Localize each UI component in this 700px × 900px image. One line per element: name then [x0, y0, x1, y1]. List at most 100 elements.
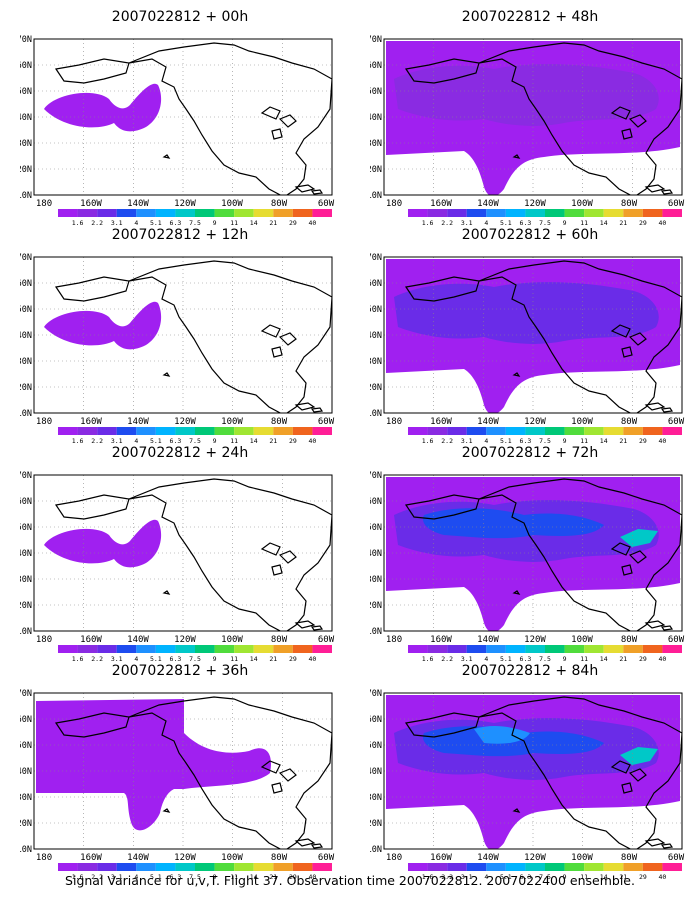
lon-label: 60W — [318, 853, 335, 863]
lat-label: 40N — [20, 549, 32, 559]
colorbar-swatch — [116, 427, 137, 435]
colorbar-label: 29 — [289, 219, 297, 225]
colorbar-label: 40 — [309, 219, 317, 225]
map-plot: 70N 60N 50N 40N 30N 20N 10N 180 160W 140W 120W 100W… — [370, 253, 685, 443]
colorbar-swatch — [486, 427, 506, 435]
colorbar-label: 5.1 — [500, 437, 512, 443]
colorbar-label: 7.5 — [539, 873, 551, 879]
lon-label: 160W — [80, 635, 102, 645]
lon-label: 100W — [221, 635, 243, 645]
colorbar-label: 14 — [600, 219, 608, 225]
colorbar-swatch — [623, 209, 643, 217]
colorbar-label: 9 — [213, 219, 217, 225]
lon-label: 120W — [174, 635, 196, 645]
colorbar-swatch — [155, 427, 176, 435]
colorbar-swatch — [175, 645, 195, 653]
lat-label: 60N — [20, 715, 32, 725]
lon-label: 80W — [271, 199, 288, 209]
colorbar-swatch — [136, 863, 156, 871]
colorbar-label: 1.6 — [72, 655, 84, 661]
map-panel: 2007022812 + 12h 70N 60N 50N 40N 30N 20N 10N 180… — [20, 226, 340, 443]
lon-label: 80W — [271, 853, 288, 863]
colorbar-swatch — [408, 209, 428, 217]
colorbar-label: 6.3 — [170, 873, 182, 879]
colorbar-swatch — [136, 427, 156, 435]
coastline — [404, 478, 682, 631]
colorbar-label: 14 — [600, 655, 608, 661]
colorbar-label: 6.3 — [520, 655, 532, 661]
lon-label: 100W — [221, 853, 243, 863]
lat-label: 50N — [20, 523, 32, 533]
lat-label: 50N — [370, 523, 382, 533]
lat-label: 20N — [370, 601, 382, 611]
lat-label: 10N — [370, 845, 382, 855]
lon-label: 100W — [571, 199, 593, 209]
colorbar-swatch — [408, 427, 428, 435]
variance-contour — [620, 529, 658, 547]
colorbar-label: 21 — [619, 655, 627, 661]
colorbar-label: 9 — [563, 437, 567, 443]
colorbar-label: 4 — [484, 873, 488, 879]
colorbar-label: 29 — [289, 437, 297, 443]
colorbar-swatch — [195, 427, 215, 435]
panel-title: 2007022812 + 60h — [461, 227, 599, 243]
colorbar-label: 14 — [600, 873, 608, 879]
lat-label: 30N — [370, 357, 382, 367]
lon-label: 160W — [430, 635, 452, 645]
colorbar-swatch — [175, 427, 195, 435]
lon-label: 120W — [524, 635, 546, 645]
lon-label: 80W — [621, 853, 638, 863]
colorbar-label: 2.2 — [441, 873, 453, 879]
colorbar-swatch — [214, 427, 235, 435]
lon-label: 60W — [318, 199, 335, 209]
colorbar-swatch — [642, 209, 663, 217]
colorbar-swatch — [253, 863, 274, 871]
colorbar-label: 2.2 — [91, 219, 103, 225]
colorbar-label: 29 — [289, 873, 297, 879]
lon-label: 120W — [174, 417, 196, 427]
colorbar-swatch — [312, 209, 332, 217]
colorbar-label: 3.1 — [111, 873, 123, 879]
variance-contour — [474, 726, 530, 744]
lat-label: 50N — [370, 305, 382, 315]
colorbar-swatch — [447, 645, 467, 653]
lon-label: 180 — [386, 199, 402, 209]
colorbar-swatch — [642, 427, 663, 435]
colorbar-swatch — [466, 209, 487, 217]
lon-label: 80W — [621, 635, 638, 645]
colorbar-swatch — [273, 427, 293, 435]
colorbar-label: 9 — [213, 437, 217, 443]
coastline — [54, 696, 332, 849]
colorbar-label: 21 — [269, 219, 277, 225]
colorbar-swatch — [427, 427, 448, 435]
lat-label: 20N — [20, 601, 32, 611]
colorbar-swatch — [642, 863, 663, 871]
colorbar-swatch — [155, 863, 176, 871]
colorbar-swatch — [427, 209, 448, 217]
lat-label: 60N — [20, 61, 32, 71]
colorbar-swatch — [603, 427, 624, 435]
colorbar-swatch — [466, 427, 487, 435]
lat-label: 20N — [370, 383, 382, 393]
colorbar-label: 3.1 — [111, 219, 123, 225]
colorbar-label: 21 — [619, 219, 627, 225]
colorbar-swatch — [312, 645, 332, 653]
lon-label: 180 — [386, 853, 402, 863]
lon-label: 120W — [524, 853, 546, 863]
colorbar-swatch — [214, 863, 235, 871]
colorbar-swatch — [175, 209, 195, 217]
colorbar-label: 2.2 — [91, 437, 103, 443]
map-plot: 70N 60N 50N 40N 30N 20N 10N 180 160W 140W 120W 100W… — [370, 35, 685, 225]
colorbar: 1.6 2.2 3.1 4 5.1 6.3 7.5 9 11 14 21 29 40 — [408, 863, 682, 879]
lat-label: 10N — [20, 409, 32, 419]
colorbar-swatch — [97, 427, 117, 435]
colorbar-label: 4 — [484, 219, 488, 225]
colorbar-swatch — [58, 209, 78, 217]
lon-label: 80W — [621, 199, 638, 209]
lat-label: 70N — [370, 35, 382, 45]
lat-label: 60N — [370, 61, 382, 71]
colorbar-swatch — [292, 645, 313, 653]
lat-label: 10N — [370, 409, 382, 419]
colorbar-label: 2.2 — [441, 219, 453, 225]
colorbar-swatch — [603, 863, 624, 871]
